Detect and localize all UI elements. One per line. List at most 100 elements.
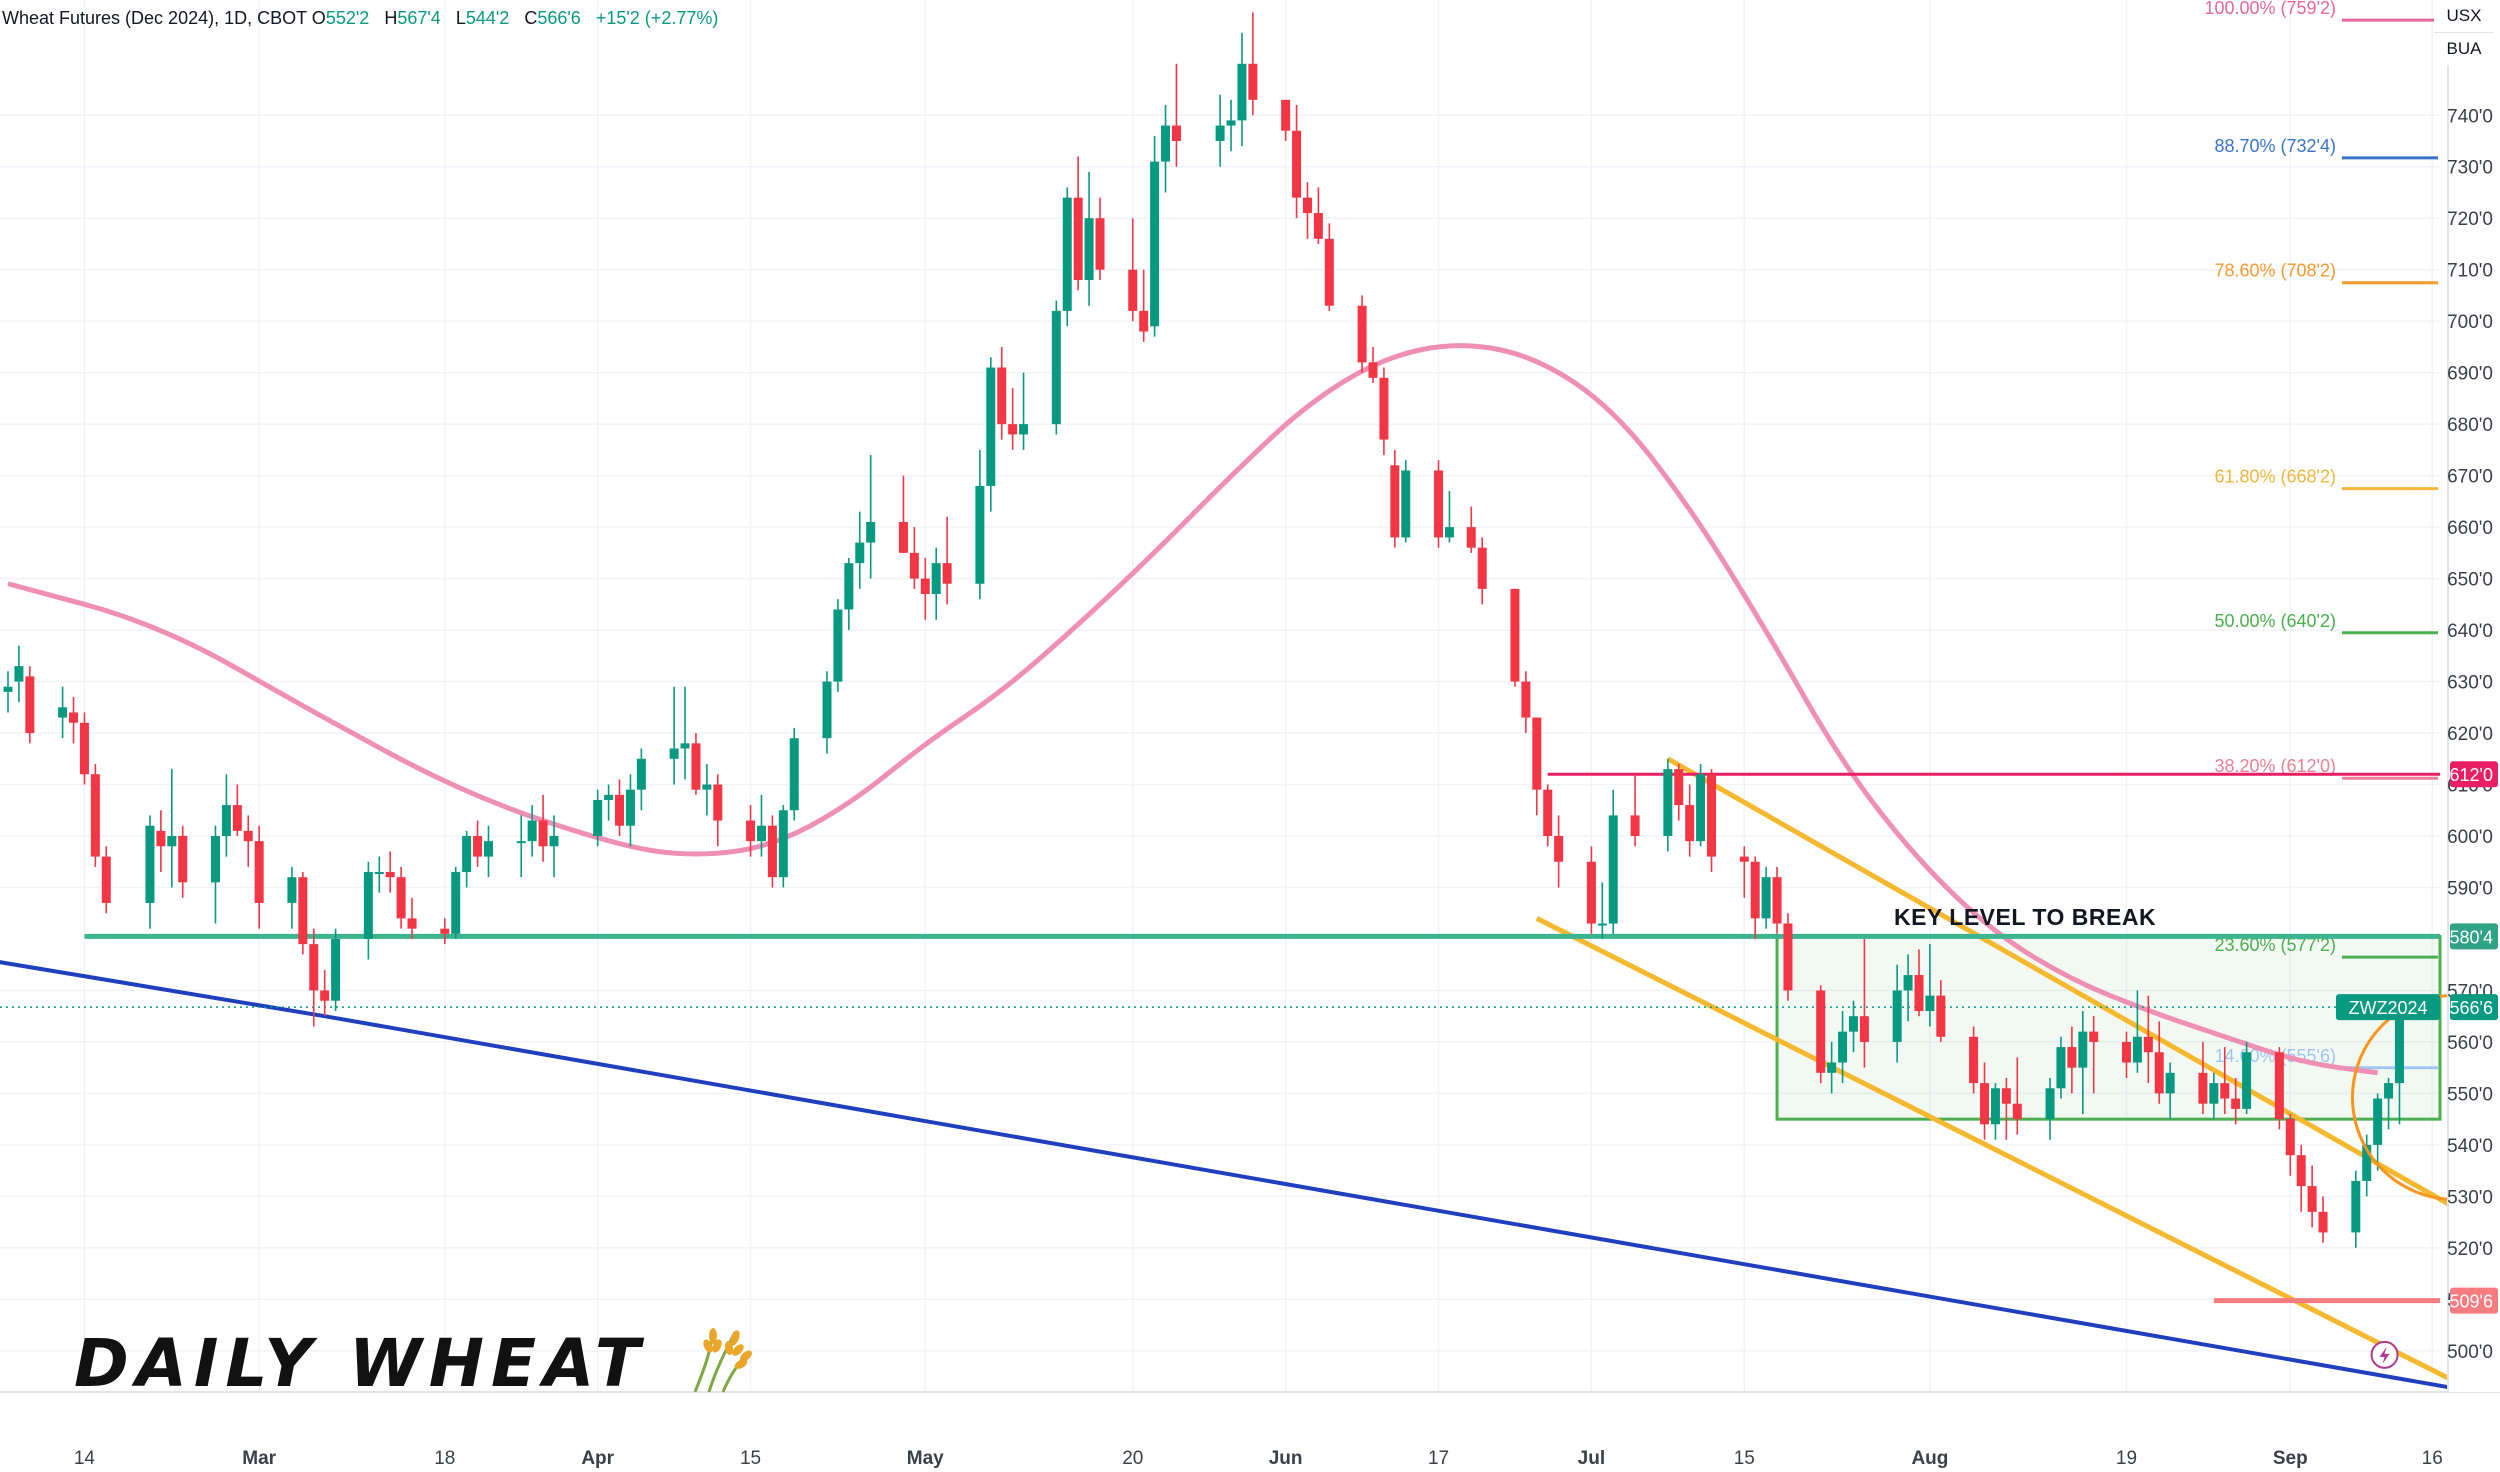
candle-body [1969,1036,1979,1084]
candle-body [1313,213,1323,239]
price-badge [2450,923,2498,950]
candle-body [2067,1047,2077,1068]
candle-body [516,841,526,844]
candle-body [942,563,952,584]
candle-body [833,609,843,682]
candle-body [702,784,712,790]
candle-body [669,748,679,759]
candle-body [2132,1036,2142,1063]
close-value: 566'6 [537,8,581,28]
candle-body [1510,588,1520,682]
price-axis [2448,0,2500,1392]
currency-usx-option[interactable]: USX [2446,6,2482,25]
candle-body [1237,63,1247,121]
y-tick-label: 630'0 [2447,673,2493,694]
candle-body [746,820,756,842]
candle-body [1368,362,1378,378]
key-level-annotation: KEY LEVEL TO BREAK [1894,904,2157,930]
price-badge-label: 509'6 [2450,1292,2493,1312]
grid [0,0,2440,1392]
candle-body [1466,527,1476,548]
candle-body [25,676,35,734]
brand-watermark: DAILY WHEAT [74,1322,753,1402]
candle-body [691,743,701,790]
candle-body [2242,1052,2252,1109]
y-tick-label: 710'0 [2447,261,2493,282]
candle-body [320,990,330,1001]
candle-body [407,918,417,929]
candle-body [1073,197,1083,280]
candle-body [822,681,832,739]
candle-body [1838,1031,1848,1063]
candle-body [2012,1103,2022,1120]
x-tick-label: 14 [74,1448,96,1469]
candle-body [789,738,799,811]
brand-text: DAILY WHEAT [74,1325,647,1402]
x-tick-label: 15 [740,1448,761,1469]
candle-body [1292,130,1302,198]
candle-body [14,666,24,682]
candle-body [2165,1072,2175,1094]
y-tick-label: 720'0 [2447,209,2493,230]
currency-bua-option[interactable]: BUA [2434,32,2494,65]
candle-body [1761,877,1771,919]
candle-body [2274,1052,2284,1120]
channel-lower-line [1535,916,2478,1395]
range-box [1775,934,2442,1121]
change-value: +15'2 (+2.77%) [595,8,719,28]
candle-body [855,542,865,564]
candle-body [1827,1062,1837,1073]
candle-body [309,944,319,991]
fib-label: 50.00% (640'2) [2214,611,2336,631]
time-axis [0,1392,2500,1472]
candle-body [1248,63,1258,100]
x-tick-label: Apr [581,1448,614,1469]
candle-body [2285,1119,2295,1156]
fib-label: 88.70% (732'4) [2214,136,2336,156]
candle-body [2373,1098,2383,1145]
candle-body [1543,789,1553,836]
candle-body [1685,805,1695,842]
candle-body [167,836,177,847]
low-label: L [455,8,466,28]
y-tick-label: 680'0 [2447,415,2493,436]
fib-label: 23.60% (577'2) [2214,935,2336,955]
candle-body [1914,975,1924,1012]
x-tick-label: Jul [1578,1448,1605,1469]
candle-body [232,805,242,831]
candle-body [385,872,395,878]
candle-body [2384,1083,2394,1099]
ticker-badge [2336,994,2440,1021]
candle-body [636,758,646,790]
candles [3,12,2404,1248]
candle-body [254,841,264,903]
candle-body [1434,470,1444,538]
y-tick-label: 590'0 [2447,878,2493,899]
fib-label: 100.00% (759'2) [2204,0,2336,18]
currency-menu[interactable]: USX BUA [2434,0,2494,65]
candle-body [1848,1016,1858,1032]
candle-body [2089,1031,2099,1042]
candle-body [2362,1144,2372,1181]
candle-body [1139,310,1149,332]
high-value: 567'4 [397,8,441,28]
x-tick-label: Sep [2273,1448,2308,1469]
y-tick-label: 700'0 [2447,312,2493,333]
open-label: O [311,8,326,28]
x-tick-label: 16 [2422,1448,2443,1469]
candle-body [931,563,941,595]
candle-body [997,367,1007,425]
candle-body [2220,1083,2230,1099]
candle-body [1980,1083,1990,1125]
candle-body [1903,975,1913,991]
candle-body [298,877,308,945]
y-tick-label: 620'0 [2447,724,2493,745]
candle-body [145,825,155,903]
candle-body [1696,774,1706,842]
candle-body [920,578,930,595]
candle-body [90,774,100,857]
candle-body [1095,218,1105,270]
candle-body [1051,310,1061,425]
candle-body [756,825,766,842]
